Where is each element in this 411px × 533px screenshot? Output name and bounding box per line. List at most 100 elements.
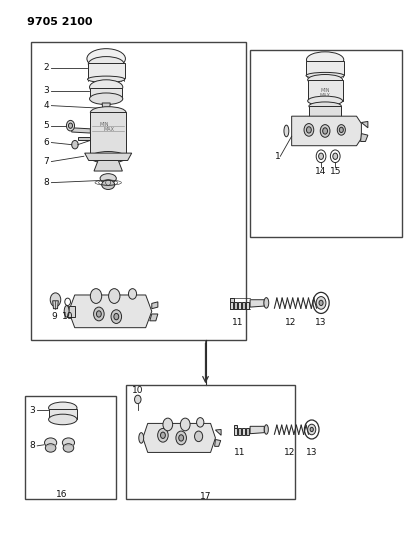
Ellipse shape [62,438,74,447]
Text: 2: 2 [44,63,49,72]
Circle shape [307,127,311,133]
Text: 6: 6 [44,138,49,147]
Text: 8: 8 [30,441,35,450]
Bar [31,42,246,341]
Polygon shape [360,134,368,141]
Circle shape [72,140,78,149]
Circle shape [179,435,184,441]
Text: 17: 17 [200,492,211,502]
Ellipse shape [264,425,268,434]
Polygon shape [309,106,341,124]
Text: 11: 11 [232,318,244,327]
Text: 16: 16 [56,490,67,499]
Polygon shape [85,153,132,160]
Bar [250,50,402,238]
Circle shape [158,429,168,442]
Circle shape [176,431,187,445]
Circle shape [319,153,323,159]
Circle shape [308,424,316,435]
Ellipse shape [139,433,144,443]
Circle shape [319,300,323,305]
Text: 8: 8 [44,178,49,187]
Polygon shape [361,122,368,128]
Text: 4: 4 [44,101,49,110]
Ellipse shape [309,120,341,128]
Text: 11: 11 [234,448,246,457]
Polygon shape [230,302,233,309]
Circle shape [163,418,173,431]
Circle shape [50,293,61,306]
Polygon shape [215,440,221,446]
Ellipse shape [45,443,56,452]
Ellipse shape [90,93,123,104]
Polygon shape [234,425,237,429]
Text: 1: 1 [275,152,280,161]
Circle shape [109,289,120,303]
Polygon shape [238,429,241,435]
Circle shape [196,418,204,427]
Circle shape [310,427,313,432]
Polygon shape [234,302,237,309]
Ellipse shape [308,96,342,106]
Ellipse shape [48,414,77,425]
Polygon shape [78,138,90,140]
Circle shape [337,125,345,135]
Text: 3: 3 [30,406,35,415]
Polygon shape [152,302,158,309]
Polygon shape [90,88,122,99]
Ellipse shape [88,76,125,83]
Ellipse shape [307,52,344,68]
Polygon shape [246,429,249,435]
Text: MIN: MIN [320,88,330,93]
Polygon shape [307,61,344,75]
Polygon shape [238,302,241,309]
Polygon shape [250,300,264,307]
Polygon shape [292,116,361,146]
Text: 12: 12 [285,318,296,327]
Text: 10: 10 [132,386,143,395]
Circle shape [304,124,314,136]
Text: 7: 7 [44,157,49,166]
Polygon shape [215,430,221,435]
Polygon shape [72,128,90,133]
Text: MAX: MAX [104,127,115,132]
Text: |: | [204,341,207,351]
Bar [25,395,116,498]
Ellipse shape [63,443,74,452]
Circle shape [194,431,203,442]
Polygon shape [308,80,342,101]
Circle shape [161,432,165,439]
Text: 9: 9 [51,312,57,320]
Text: 5: 5 [44,121,49,130]
Polygon shape [234,429,237,435]
Polygon shape [150,314,158,321]
Ellipse shape [100,174,116,183]
Polygon shape [94,160,122,171]
Circle shape [69,123,72,128]
Polygon shape [242,302,245,309]
Text: 13: 13 [306,448,317,457]
Polygon shape [48,409,77,419]
Text: 12: 12 [284,448,296,457]
Ellipse shape [90,107,126,118]
Ellipse shape [87,49,125,69]
Polygon shape [230,297,234,302]
Polygon shape [246,302,249,309]
Circle shape [114,313,119,320]
Ellipse shape [88,56,124,71]
Text: 9705 2100: 9705 2100 [27,17,92,27]
Text: 10: 10 [62,312,74,320]
Ellipse shape [306,72,344,79]
Circle shape [339,127,343,133]
Ellipse shape [102,180,115,190]
Ellipse shape [90,80,123,94]
Polygon shape [242,429,245,435]
Text: 14: 14 [315,166,327,175]
Ellipse shape [308,75,342,85]
Circle shape [323,128,328,134]
Circle shape [320,125,330,138]
Circle shape [180,418,190,431]
Text: 3: 3 [44,86,49,95]
Circle shape [333,153,338,159]
Ellipse shape [44,438,57,447]
